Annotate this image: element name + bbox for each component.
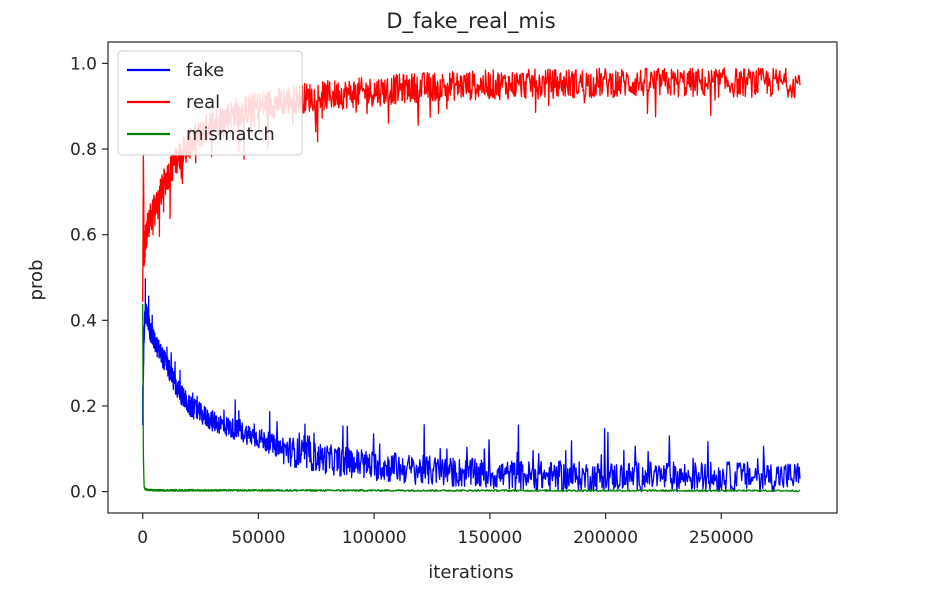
x-tick-label: 200000	[573, 528, 638, 548]
plot-frame	[107, 41, 838, 514]
legend-box	[117, 50, 303, 156]
y-tick-label: 0.0	[70, 483, 97, 503]
x-tick-label: 250000	[689, 528, 754, 548]
y-axis-label: prob	[26, 260, 47, 301]
y-axis-ticks: 0.0 0.2 0.4 0.6 0.8 1.0	[70, 54, 108, 503]
legend-mismatch-label: mismatch	[186, 124, 275, 145]
x-tick-label: 150000	[457, 528, 522, 548]
chart-title: D_fake_real_mis	[386, 9, 555, 34]
fake-line	[142, 278, 801, 493]
y-tick-label: 0.8	[70, 140, 97, 160]
y-tick-label: 1.0	[70, 54, 97, 74]
x-axis-label: iterations	[428, 562, 513, 583]
y-tick-label: 0.6	[70, 226, 97, 246]
real-line	[142, 67, 801, 303]
plot-lines	[142, 67, 801, 493]
legend-real-label: real	[186, 92, 220, 113]
legend: fake real mismatch	[117, 50, 303, 156]
y-tick-label: 0.4	[70, 311, 97, 331]
y-tick-label: 0.2	[70, 397, 97, 417]
legend-fake-label: fake	[186, 60, 224, 81]
mismatch-line	[142, 303, 801, 493]
x-tick-label: 0	[137, 528, 148, 548]
x-tick-label: 50000	[231, 528, 285, 548]
x-tick-label: 100000	[342, 528, 407, 548]
x-axis-ticks: 0 50000 100000 150000 200000 250000	[137, 513, 754, 548]
